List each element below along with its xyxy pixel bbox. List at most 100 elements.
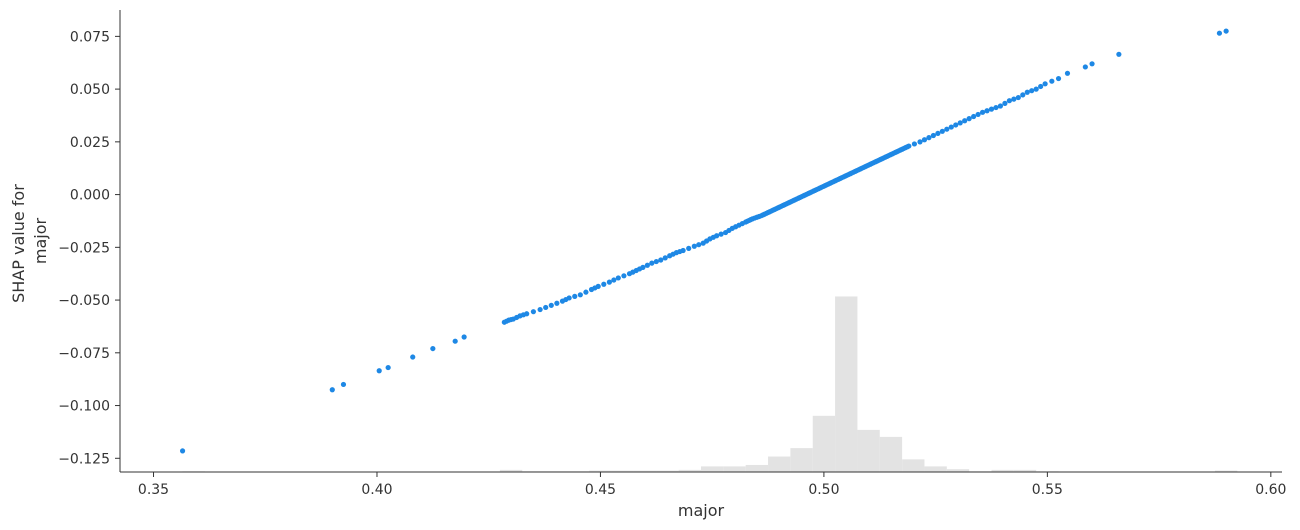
scatter-point xyxy=(577,292,583,298)
scatter-point xyxy=(686,245,692,251)
scatter-point xyxy=(1089,61,1095,67)
histogram-bar xyxy=(633,470,657,472)
histogram-bar xyxy=(1013,469,1037,472)
scatter-point xyxy=(340,381,347,388)
scatter-point xyxy=(966,116,972,122)
scatter-point xyxy=(957,120,963,126)
y-tick-label: −0.125 xyxy=(58,451,110,467)
scatter-point xyxy=(537,306,543,313)
scatter-point xyxy=(179,448,186,454)
scatter-point xyxy=(640,264,646,270)
scatter-point xyxy=(1015,94,1021,101)
scatter-point xyxy=(953,122,959,128)
histogram-bar xyxy=(857,429,880,472)
histogram-bar xyxy=(768,456,791,472)
scatter-point xyxy=(1029,88,1035,94)
scatter-point xyxy=(911,141,918,147)
histogram-bar xyxy=(991,469,1014,472)
scatter-point xyxy=(997,103,1004,109)
x-tick-label: 0.40 xyxy=(361,482,392,498)
scatter-point xyxy=(1116,51,1122,57)
scatter-point xyxy=(1002,100,1008,106)
histogram-bar xyxy=(656,470,679,472)
histogram-bar xyxy=(611,470,634,472)
scatter-point xyxy=(566,295,572,301)
scatter-point xyxy=(606,279,612,285)
y-axis-label-line-2: major xyxy=(31,217,50,264)
scatter-point xyxy=(452,338,458,344)
histogram xyxy=(182,296,1238,472)
y-tick-label: 0.025 xyxy=(70,135,110,151)
scatter-point xyxy=(1049,78,1055,84)
scatter-point xyxy=(615,275,621,281)
y-axis-ticks: 0.075 0.050 0.025 0.000 −0.025 −0.050 −0.075 −0… xyxy=(58,29,120,467)
scatter-point xyxy=(1006,98,1012,104)
x-tick-label: 0.35 xyxy=(138,482,169,498)
scatter-point xyxy=(595,283,601,289)
histogram-bar xyxy=(812,415,836,472)
scatter-point xyxy=(691,243,697,249)
scatter-point xyxy=(971,113,977,120)
scatter-point xyxy=(1011,96,1017,102)
x-axis-ticks: 0.35 0.40 0.45 0.50 0.55 0.60 xyxy=(138,472,1286,498)
scatter-point xyxy=(329,387,335,393)
scatter-point xyxy=(988,106,995,112)
scatter-point xyxy=(1024,89,1030,95)
scatter-point xyxy=(939,128,945,134)
scatter-point xyxy=(718,231,724,237)
histogram-bar xyxy=(723,466,746,472)
scatter-point xyxy=(649,260,655,266)
scatter-point xyxy=(935,130,941,137)
scatter-point xyxy=(554,300,560,306)
scatter-point xyxy=(601,281,607,287)
scatter-point xyxy=(1038,83,1044,90)
scatter-point xyxy=(430,345,436,352)
scatter-point xyxy=(696,242,702,248)
scatter-point xyxy=(572,293,578,299)
scatter-points xyxy=(179,28,1229,454)
scatter-point xyxy=(680,247,686,254)
histogram-bar xyxy=(924,466,947,472)
scatter-point xyxy=(1216,30,1223,36)
scatter-point xyxy=(376,368,382,374)
y-axis-label: SHAP value for major xyxy=(9,179,50,303)
y-tick-label: 0.050 xyxy=(70,82,110,98)
histogram-bar xyxy=(589,470,612,472)
histogram-bar xyxy=(946,469,970,472)
scatter-point xyxy=(662,255,668,261)
y-tick-label: −0.025 xyxy=(58,240,110,256)
scatter-point xyxy=(979,109,986,115)
x-tick-label: 0.45 xyxy=(585,482,616,498)
scatter-point xyxy=(658,257,664,263)
histogram-bar xyxy=(879,436,903,472)
scatter-point xyxy=(930,132,937,139)
y-tick-label: 0.000 xyxy=(70,188,110,204)
histogram-bar xyxy=(790,448,813,472)
y-axis-label-line-1: SHAP value for xyxy=(9,184,28,303)
histogram-bar xyxy=(701,466,724,472)
scatter-point xyxy=(1020,92,1026,98)
scatter-point xyxy=(621,273,627,279)
scatter-point xyxy=(926,135,932,141)
x-tick-label: 0.60 xyxy=(1255,482,1286,498)
scatter-point xyxy=(644,262,650,268)
scatter-point xyxy=(944,126,950,132)
scatter-point xyxy=(543,304,549,311)
histogram-bar xyxy=(902,459,925,472)
scatter-point xyxy=(583,289,589,295)
histogram-bar xyxy=(835,296,858,472)
y-tick-label: 0.075 xyxy=(70,29,110,45)
histogram-bar xyxy=(1214,470,1238,472)
y-tick-label: −0.075 xyxy=(58,346,110,362)
y-tick-label: −0.100 xyxy=(58,399,110,415)
scatter-point xyxy=(948,124,954,130)
scatter-point xyxy=(524,311,530,317)
scatter-point xyxy=(548,302,554,308)
x-axis-label: major xyxy=(678,501,725,520)
x-tick-label: 0.55 xyxy=(1032,482,1063,498)
histogram-bar xyxy=(678,469,701,472)
scatter-point xyxy=(993,104,999,111)
histogram-bar xyxy=(499,469,523,472)
scatter-point xyxy=(1082,64,1088,70)
scatter-point xyxy=(530,309,537,315)
